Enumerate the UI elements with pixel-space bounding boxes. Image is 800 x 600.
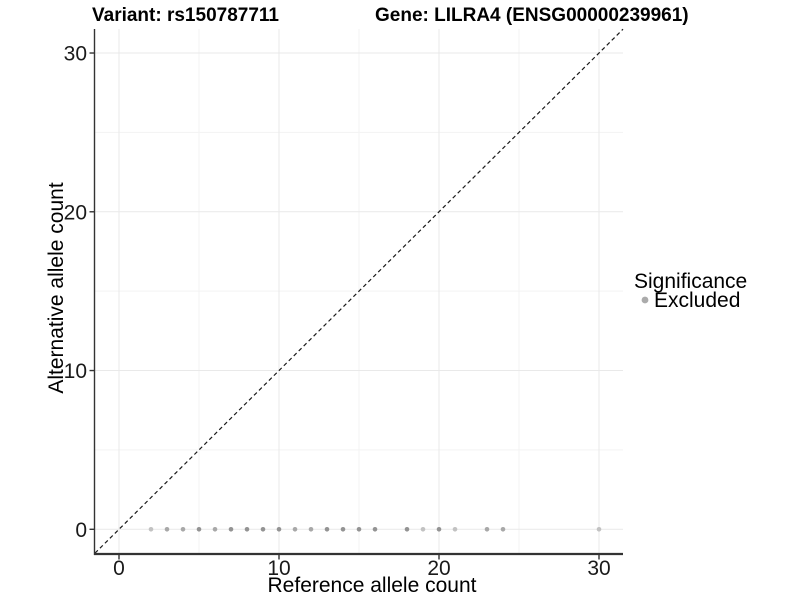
data-point xyxy=(308,527,314,532)
legend-title: Significance xyxy=(634,270,747,293)
data-point xyxy=(244,527,250,532)
data-point xyxy=(340,527,346,532)
data-point xyxy=(484,527,490,532)
y-axis-title: Alternative allele count xyxy=(45,182,68,393)
axes-layer: 0 10 20 30 0 10 20 30 xyxy=(64,29,623,580)
identity-line xyxy=(94,28,624,554)
data-point xyxy=(228,527,234,532)
y-axis-tick-label: 30 xyxy=(64,43,87,66)
data-point xyxy=(212,527,218,532)
legend-label-excluded: Excluded xyxy=(654,289,740,312)
x-axis-tick-label: 20 xyxy=(427,557,450,580)
y-axis-tick-label: 0 xyxy=(75,519,87,542)
x-axis-tick-label: 10 xyxy=(267,557,290,580)
y-axis-tick-label: 10 xyxy=(64,360,87,383)
legend-key-excluded-icon xyxy=(641,296,649,304)
x-axis-tick-label: 0 xyxy=(113,557,125,580)
data-point xyxy=(452,527,458,532)
data-point xyxy=(164,527,170,532)
data-point xyxy=(148,527,154,532)
plot-title-variant: Variant: rs150787711 xyxy=(92,5,279,26)
data-point xyxy=(404,527,410,532)
plot-title-gene: Gene: LILRA4 (ENSG00000239961) xyxy=(375,5,689,26)
identity-line-layer xyxy=(94,28,624,554)
y-axis-tick-label: 20 xyxy=(64,201,87,224)
data-point xyxy=(372,527,378,532)
data-point xyxy=(356,527,362,532)
data-point xyxy=(436,527,442,532)
data-point xyxy=(276,527,282,532)
data-point xyxy=(420,527,426,532)
x-axis-tick-label: 30 xyxy=(587,557,610,580)
data-points-layer xyxy=(148,527,602,532)
data-point xyxy=(596,527,602,532)
x-axis-title: Reference allele count xyxy=(268,574,477,597)
data-point xyxy=(324,527,330,532)
data-point xyxy=(500,527,506,532)
data-point xyxy=(260,527,266,532)
data-point xyxy=(180,527,186,532)
data-point xyxy=(196,527,202,532)
data-point xyxy=(292,527,298,532)
